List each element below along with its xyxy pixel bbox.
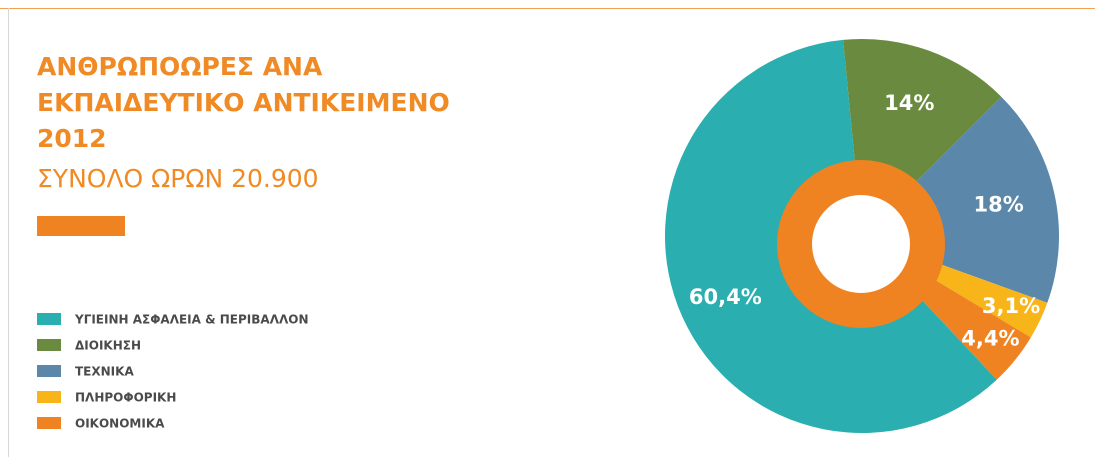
legend-swatch xyxy=(37,417,61,429)
donut-hole xyxy=(812,195,910,293)
legend-swatch xyxy=(37,365,61,377)
data-label: 18% xyxy=(973,192,1023,216)
legend-label: ΔΙΟΙΚΗΣΗ xyxy=(75,339,141,353)
legend-label: ΟΙΚΟΝΟΜΙΚΑ xyxy=(75,417,165,431)
chart-title: ΕΚΠΑΙΔΕΥΤΙΚΟ ΑΝΤΙΚΕΙΜΕΝΟ xyxy=(37,88,450,117)
data-label: 4,4% xyxy=(961,327,1019,351)
data-label: 3,1% xyxy=(982,294,1040,318)
data-label: 14% xyxy=(884,91,934,115)
legend-swatch xyxy=(37,313,61,325)
accent-bar xyxy=(37,216,125,236)
legend-label: ΤΕΧΝΙΚΑ xyxy=(75,365,134,379)
legend-label: ΠΛΗΡΟΦΟΡΙΚΗ xyxy=(75,391,176,405)
data-label: 60,4% xyxy=(689,285,762,309)
legend-swatch xyxy=(37,391,61,403)
chart-title: ΑΝΘΡΩΠΟΩΡΕΣ ΑΝΑ xyxy=(37,52,323,81)
legend-swatch xyxy=(37,339,61,351)
chart-subtitle: ΣΥΝΟΛΟ ΩΡΩΝ 20.900 xyxy=(37,164,319,193)
legend-label: ΥΓΙΕΙΝΗ ΑΣΦΑΛΕΙΑ & ΠΕΡΙΒΑΛΛΟΝ xyxy=(74,313,309,327)
chart-title: 2012 xyxy=(37,124,107,153)
